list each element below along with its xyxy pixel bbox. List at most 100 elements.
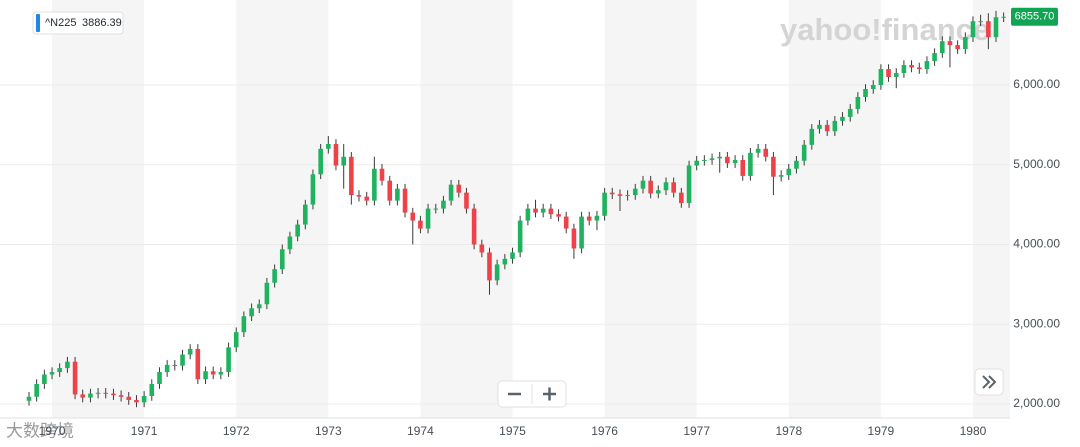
last-price-box [1011,7,1058,26]
candle-body [210,371,216,375]
candle-body [832,120,838,132]
candle-body [356,195,362,197]
candle-body [901,65,907,74]
candle-body [218,372,224,375]
candle-body [57,368,62,373]
candle-body [272,269,277,283]
y-tick-label: 3,000.00 [1013,316,1060,330]
candle-body [310,174,316,205]
candle-body [349,156,354,196]
candle-body [379,168,385,181]
year-band [604,0,697,418]
candle-body [640,180,646,189]
candle-body [318,148,323,175]
candle-body [671,182,676,193]
candle-body [395,188,400,201]
zoom-in[interactable] [543,387,556,401]
candle-body [510,252,515,259]
candle-body [126,396,132,400]
candle-body [556,214,561,217]
candle-body [479,244,485,253]
candle-body [72,361,78,395]
candle-body [80,394,86,398]
candle-body [517,220,523,253]
candle-body [279,249,285,270]
candle-body [287,236,293,250]
candle-body [441,200,446,209]
candle-body [863,88,868,97]
candle-body [801,144,807,161]
candle-body [924,61,930,70]
watermark: yahoo!finance [780,12,990,47]
candle-body [433,208,439,210]
scroll-right[interactable] [974,368,1004,396]
candle-body [586,216,592,221]
x-tick-label: 1971 [131,424,158,438]
candle-body [909,65,914,68]
candle-body [157,372,162,385]
candle-body [609,192,615,195]
x-tick-label: 1974 [407,424,434,438]
candle-body [364,196,370,201]
candle-body [709,158,715,160]
candle-body [295,224,300,237]
x-tick-label: 1979 [868,424,895,438]
candle-body [49,372,55,375]
candle-body [594,215,600,221]
candle-body [402,188,408,213]
candle-body [241,316,247,333]
candle-body [180,354,185,366]
candle-body [725,156,730,164]
candle-body [778,175,784,177]
candle-body [993,17,999,38]
candle-body [103,392,109,394]
x-tick-label: 1977 [683,424,710,438]
candle-body [625,195,630,197]
candle-body [341,156,346,166]
candle-body [886,69,891,78]
candle-body [840,116,845,121]
year-band [52,0,145,418]
x-tick-label: 1970 [39,424,66,438]
candle-body [947,41,953,46]
candle-body [540,208,546,213]
grid [0,84,1010,419]
candle-body [487,252,492,281]
y-tick-label: 2,000.00 [1013,396,1060,410]
y-tick-label: 6,000.00 [1013,77,1060,91]
zoom-controls[interactable] [497,380,567,408]
legend-value: 3886.39 [82,17,122,29]
candle-body [448,184,454,201]
candle-body [264,282,270,305]
candle-body [702,159,707,161]
x-tick-label: 1976 [591,424,618,438]
candle-body [149,384,155,396]
candle-body [632,188,638,196]
candle-body [817,124,822,129]
candle-body [809,128,815,145]
scroll-icon [982,375,997,389]
candle-body [732,159,738,164]
candle-body [878,69,884,86]
candle-body [134,399,139,403]
candle-body [548,208,554,215]
x-tick-label: 1978 [775,424,802,438]
last-price-label: 6855.70 [1015,11,1055,23]
candle-body [786,168,792,176]
candle-body [302,204,308,225]
candle-body [95,392,101,394]
candle-body [579,216,584,249]
candle-body [679,192,684,204]
candle-body [824,124,830,132]
candle-body [187,348,193,355]
candle-body [502,258,508,265]
candle-body [648,180,653,194]
candle-body [932,53,937,62]
candle-body [893,73,899,78]
legend-frame [32,11,124,35]
candle-body [694,160,699,166]
legend-color [36,14,40,32]
candle-body [387,180,393,201]
candle-body [717,156,723,159]
year-band [788,0,881,418]
